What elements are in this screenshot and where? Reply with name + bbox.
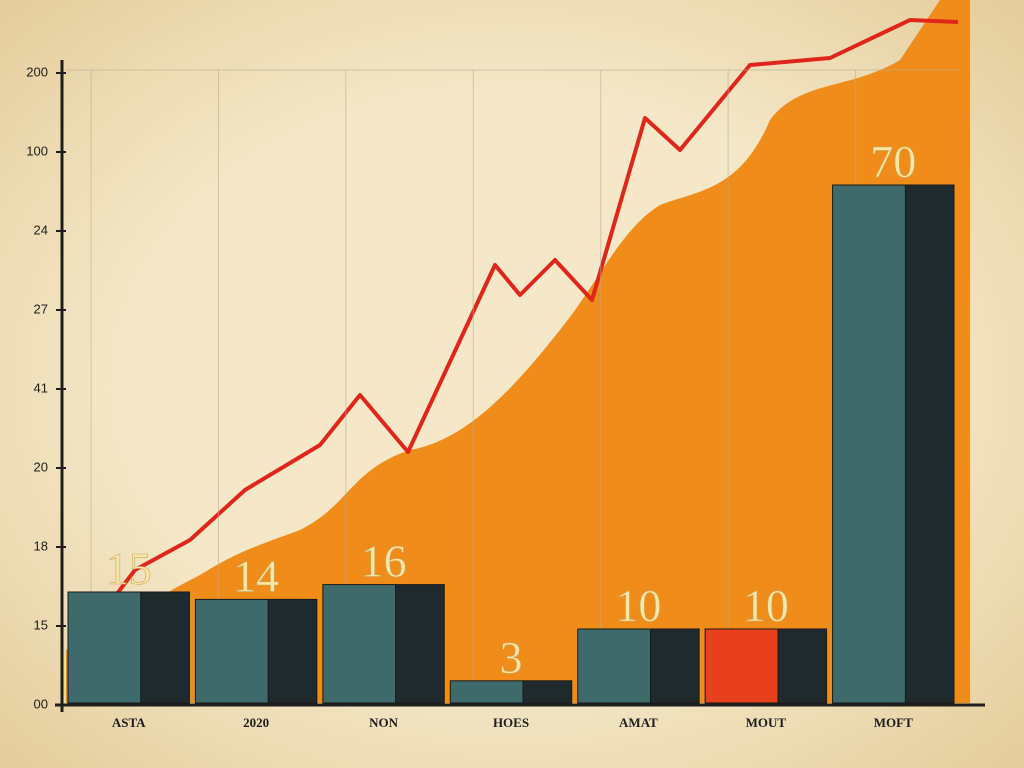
x-tick-label: 2020 xyxy=(243,715,269,730)
bar-shadow xyxy=(777,628,828,704)
bar xyxy=(577,628,652,704)
bar xyxy=(194,598,269,704)
bar-shadow xyxy=(522,680,573,704)
orange-area xyxy=(66,0,970,703)
y-tick-label: 20 xyxy=(34,459,48,474)
bar xyxy=(704,628,779,704)
x-tick-label: MOUT xyxy=(746,715,787,730)
x-tick-label: MOFT xyxy=(874,715,913,730)
y-tick-label: 00 xyxy=(34,696,48,711)
bar xyxy=(67,591,142,704)
trend-line xyxy=(80,18,959,642)
value-label: 3 xyxy=(500,632,523,683)
value-label: 16 xyxy=(361,536,407,587)
y-tick-label: 27 xyxy=(34,301,48,316)
x-tick-label: NON xyxy=(369,715,399,730)
bar-shadow xyxy=(650,628,700,704)
bar xyxy=(449,680,524,704)
bar-shadow xyxy=(904,184,955,704)
x-tick-label: ASTA xyxy=(112,715,146,730)
bar-shadow xyxy=(267,598,318,704)
y-tick-label: 41 xyxy=(34,380,48,395)
bar xyxy=(832,184,906,704)
y-tick-label: 18 xyxy=(34,538,48,553)
value-label: 70 xyxy=(870,136,916,187)
x-tick-label: AMAT xyxy=(619,715,658,730)
y-tick-label: 15 xyxy=(34,617,48,632)
y-tick-label: 200 xyxy=(26,64,48,79)
value-label: 15 xyxy=(106,543,152,594)
bar xyxy=(322,584,397,704)
x-tick-label: HOES xyxy=(493,715,529,730)
value-label: 10 xyxy=(743,580,789,631)
y-tick-label: 100 xyxy=(26,143,48,158)
y-tick-label: 24 xyxy=(34,222,48,237)
bar-shadow xyxy=(140,591,190,704)
value-label: 10 xyxy=(615,580,661,631)
value-label: 14 xyxy=(233,550,279,601)
bar-shadow xyxy=(395,584,445,704)
